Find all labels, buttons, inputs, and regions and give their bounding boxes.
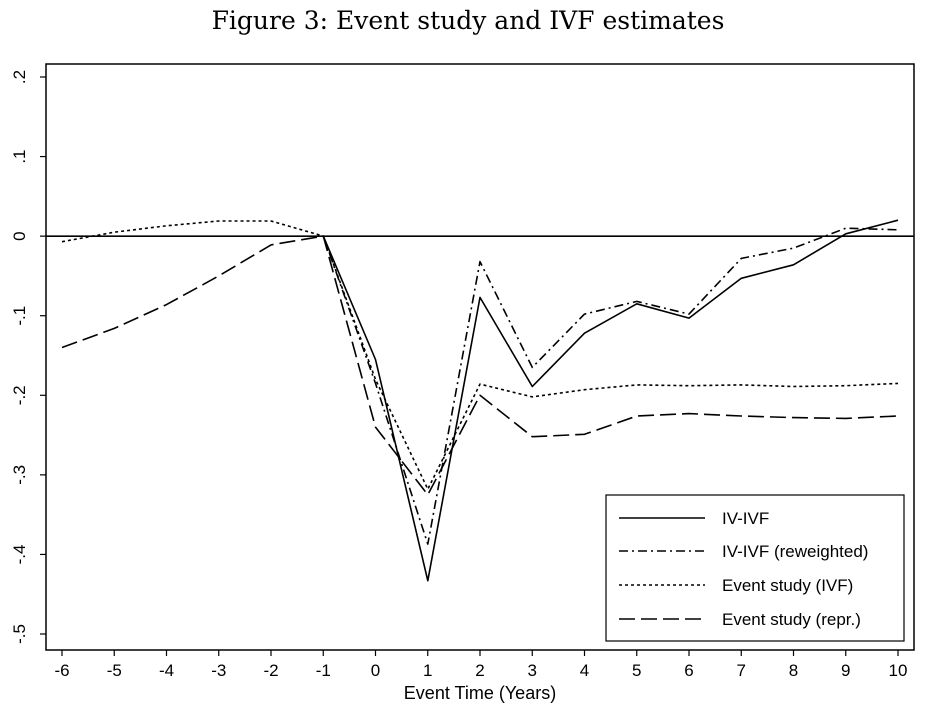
x-tick-label: 3 [528,661,537,680]
x-tick-label: 7 [737,661,746,680]
y-tick-label: -.4 [10,545,29,565]
x-tick-label: 8 [789,661,798,680]
x-tick-label: 5 [632,661,641,680]
y-tick-label: -.1 [10,306,29,326]
legend-label-iv-ivf: IV-IVF [722,509,769,528]
chart-title: Figure 3: Event study and IVF estimates [211,6,725,35]
series-line-event-study-ivf [61,220,899,491]
x-axis-label: Event Time (Years) [404,683,556,703]
y-tick-label: -.3 [10,465,29,485]
legend-label-iv-ivf-reweighted: IV-IVF (reweighted) [722,542,868,561]
legend: IV-IVF IV-IVF (reweighted) Event study (… [605,494,905,642]
x-tick-label: -3 [211,661,226,680]
x-tick-label: 6 [684,661,693,680]
x-tick-label: -5 [107,661,122,680]
x-axis: -6 -5 -4 -3 -2 -1 0 1 2 3 4 5 6 7 8 9 10 [54,650,907,680]
x-tick-label: 10 [889,661,908,680]
y-tick-label: .2 [10,70,29,84]
legend-box [605,494,905,642]
legend-label-event-study-repr: Event study (repr.) [722,610,861,629]
x-tick-label: -2 [263,661,278,680]
series-line-iv-ivf-reweighted [322,227,899,545]
x-tick-label: 4 [580,661,589,680]
y-tick-label: .1 [10,149,29,163]
x-tick-label: -6 [54,661,69,680]
x-tick-label: 0 [371,661,380,680]
x-tick-label: 2 [475,661,484,680]
series-line-iv-ivf [322,219,899,582]
x-tick-label: -1 [316,661,331,680]
x-tick-label: 1 [423,661,432,680]
y-tick-label: -.5 [10,624,29,644]
x-tick-label: 9 [841,661,850,680]
y-tick-label: 0 [10,231,29,240]
series-line-event-study-repr [61,235,899,496]
legend-label-event-study-ivf: Event study (IVF) [722,576,853,595]
y-tick-label: -.2 [10,385,29,405]
x-tick-label: -4 [159,661,174,680]
series-layer [61,219,899,582]
y-axis: .2 .1 0 -.1 -.2 -.3 -.4 -.5 [10,70,46,644]
